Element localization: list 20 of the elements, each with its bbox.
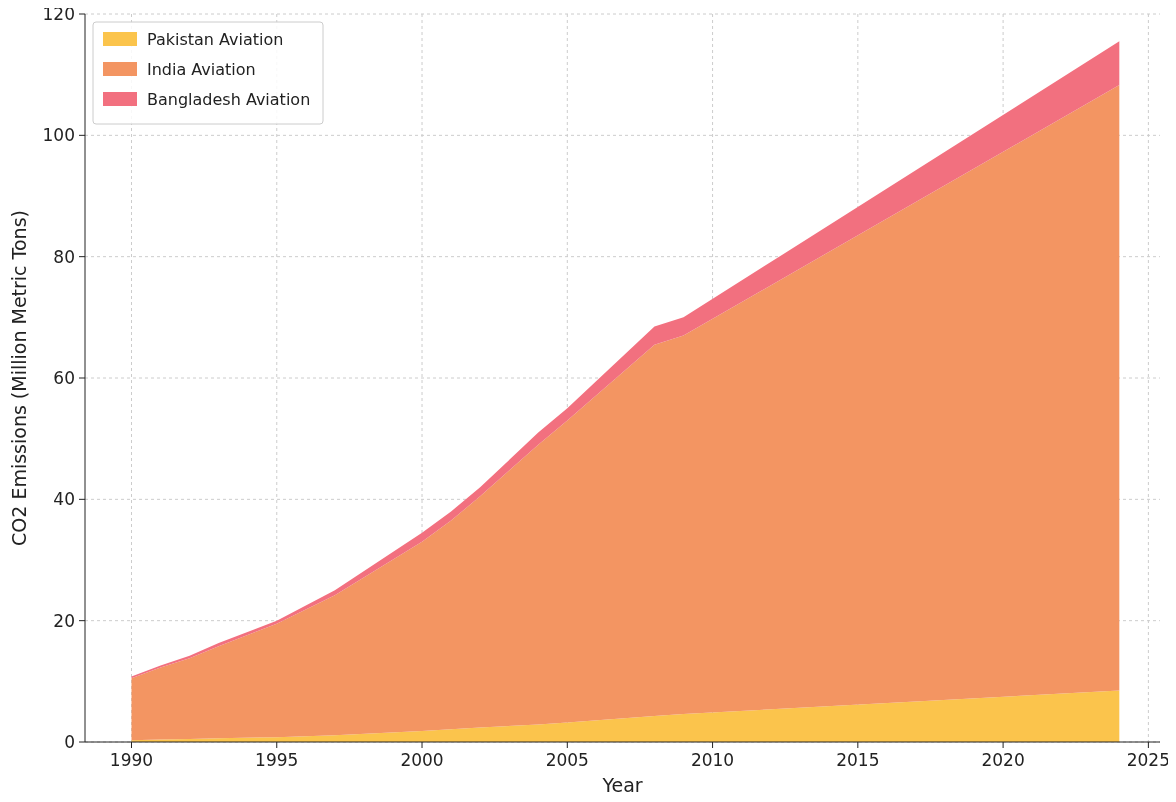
y-tick-label: 60 [53,367,75,388]
x-tick-label: 2015 [836,750,880,770]
x-tick-label: 2020 [981,750,1025,770]
x-axis-title: Year [601,774,643,796]
x-tick-label: 2010 [690,750,735,770]
legend-label: Pakistan Aviation [147,29,284,49]
x-tick-label: 2005 [545,750,589,770]
y-axis-title: CO2 Emissions (Million Metric Tons) [8,210,30,546]
y-tick-label: 120 [42,3,75,24]
x-tick-label: 2025 [1126,750,1171,770]
x-tick-label: 1995 [255,750,299,770]
y-tick-label: 20 [53,610,75,631]
y-tick-label: 40 [53,489,75,510]
x-tick-label: 1990 [109,750,154,770]
y-tick-label: 0 [64,731,75,752]
y-tick-label: 100 [42,125,75,146]
x-tick-label: 2000 [400,750,444,770]
y-tick-label: 80 [53,246,75,267]
legend-label: Bangladesh Aviation [147,89,311,109]
legend-label: India Aviation [147,59,256,79]
